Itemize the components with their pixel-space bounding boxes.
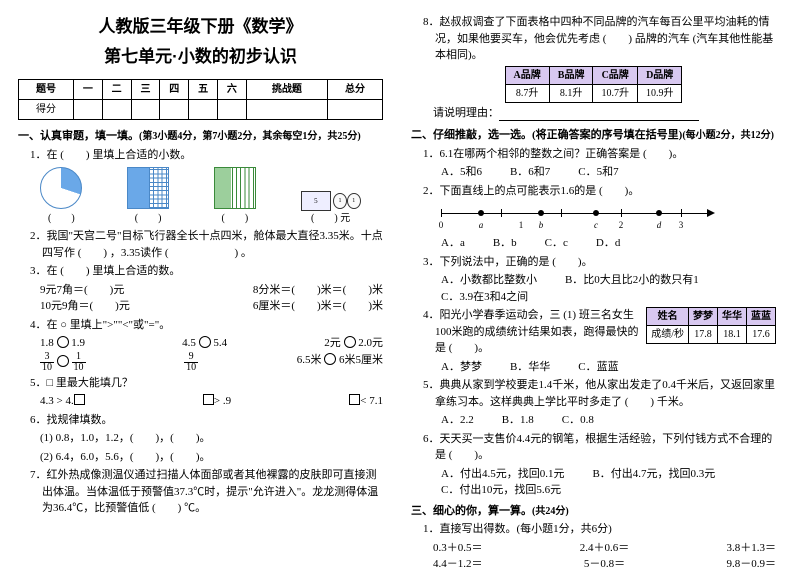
- coin-icon: 1: [333, 193, 347, 209]
- q3-row2: 10元9角＝( )元 6厘米＝( )米＝( )米: [40, 298, 383, 315]
- section-1-head: 一、认真审题，填一填。(第3小题4分，第7小题2分，其余每空1分，共25分): [18, 128, 383, 145]
- s2q6-opts1: A．付出4.5元，找回0.1元B．付出4.7元，找回0.3元: [441, 466, 776, 483]
- q4: 4．在 ○ 里填上">""<"或"="。: [30, 317, 383, 334]
- doc-subtitle: 第七单元·小数的初步认识: [18, 44, 383, 70]
- s2q6-opts2: C．付出10元，找回5.6元: [441, 482, 776, 499]
- q5-row: 4.3 > 4. > .9 < 7.1: [40, 393, 383, 410]
- q4-row1: 1.8 1.9 4.5 5.4 2元 2.0元: [40, 335, 383, 352]
- score-row1-label: 题号: [19, 80, 74, 100]
- brand-table: A品牌 B品牌 C品牌 D品牌 8.7升 8.1升 10.7升 10.9升: [505, 66, 683, 103]
- reason-blank: [499, 109, 699, 121]
- worksheet-page: 人教版三年级下册《数学》 第七单元·小数的初步认识 题号 一 二 三 四 五 六…: [0, 0, 794, 561]
- s2q5-opts: A．2.2B．1.8C．0.8: [441, 412, 776, 429]
- s2q6: 6．天天买一支售价4.4元的钢笔，根据生活经验，下列付钱方式不合理的是 ( )。: [423, 431, 776, 464]
- grid-icon: [127, 167, 169, 209]
- q8: 8．赵叔叔调查了下面表格中四种不同品牌的汽车每百公里平均油耗的情况，如果他要买车…: [423, 14, 776, 64]
- s2q3-opts2: C．3.9在3和4之间: [441, 289, 776, 306]
- right-column: 8．赵叔叔调查了下面表格中四种不同品牌的汽车每百公里平均油耗的情况，如果他要买车…: [397, 0, 794, 561]
- calc-row2: 4.4－1.2＝5－0.8＝9.8－0.9＝: [433, 556, 776, 573]
- s2q5: 5．典典从家到学校要走1.4千米，他从家出发走了0.4千米后，又返回家里拿练习本…: [423, 377, 776, 410]
- s2q2: 2．下面直线上的点可能表示1.6的是 ( )。: [423, 183, 776, 200]
- s3q1: 1．直接写出得数。(每小题1分，共6分): [423, 521, 776, 538]
- fill-square: [74, 394, 85, 405]
- s2q2-opts: A．aB．bC．cD．d: [441, 235, 776, 252]
- s2q1: 1．6.1在哪两个相邻的整数之间？正确答案是 ( )。: [423, 146, 776, 163]
- q1: 1．在 ( ) 里填上合适的小数。: [30, 147, 383, 164]
- score-row2-label: 得分: [19, 100, 74, 120]
- left-column: 人教版三年级下册《数学》 第七单元·小数的初步认识 题号 一 二 三 四 五 六…: [0, 0, 397, 561]
- arrow-icon: [707, 209, 715, 217]
- doc-title: 人教版三年级下册《数学》: [18, 14, 383, 40]
- q3-row1: 9元7角＝( )元 8分米＝( )米＝( )米: [40, 282, 383, 299]
- run-table: 姓名梦梦华华蓝蓝 成绩/秒17.818.117.6: [646, 307, 776, 344]
- s2q4-opts: A．梦梦B．华华C．蓝蓝: [441, 359, 776, 376]
- pie-icon: [40, 167, 82, 209]
- coin-icon-2: 1: [347, 193, 361, 209]
- q6b: (2) 6.4，6.0，5.6，( )，( )。: [40, 449, 383, 466]
- q5: 5．□ 里最大能填几？: [30, 375, 383, 392]
- q7: 7．红外热成像测温仪通过扫描人体面部或者其他裸露的皮肤即可直接测出体温。当体温低…: [30, 467, 383, 517]
- fig-pie: ( ): [40, 167, 82, 226]
- q8-reason: 请说明理由：: [433, 105, 776, 122]
- q6a: (1) 0.8，1.0，1.2，( )，( )。: [40, 430, 383, 447]
- calc-row1: 0.3＋0.5＝2.4＋0.6＝3.8＋1.3＝: [433, 540, 776, 557]
- compare-circle: [57, 336, 69, 348]
- s2q3: 3．下列说法中，正确的是 ( )。: [423, 254, 776, 271]
- q6: 6．找规律填数。: [30, 412, 383, 429]
- number-line: 0 a 1 b c 2 d 3: [441, 205, 721, 233]
- q1-figures: ( ) ( ) ( ) 5 11 ( ) 元: [18, 167, 383, 226]
- fig-bars: ( ): [214, 167, 256, 226]
- section-2-head: 二、仔细推敲，选一选。(将正确答案的序号填在括号里)(每小题2分，共12分): [411, 127, 776, 144]
- bill-icon: 5: [301, 191, 332, 211]
- s2q1-opts: A．5和6B．6和7C．5和7: [441, 164, 776, 181]
- q2: 2．我国"天宫二号"目标飞行器全长十点四米，舱体最大直径3.35米。十点四写作 …: [30, 228, 383, 261]
- s2q3-opts1: A．小数都比整数小B．比0大且比2小的数只有1: [441, 272, 776, 289]
- q3: 3．在 ( ) 里填上合适的数。: [30, 263, 383, 280]
- section-3-head: 三、细心的你，算一算。(共24分): [411, 503, 776, 520]
- s2q4: 姓名梦梦华华蓝蓝 成绩/秒17.818.117.6 4．阳光小学春季运动会，三 …: [423, 307, 776, 357]
- bars-icon: [214, 167, 256, 209]
- score-table: 题号 一 二 三 四 五 六 挑战题 总分 得分: [18, 79, 383, 120]
- fig-grid: ( ): [127, 167, 169, 226]
- fig-money: 5 11 ( ) 元: [301, 191, 361, 226]
- q4-row2: 310 110 910 6.5米 6米5厘米: [40, 352, 383, 373]
